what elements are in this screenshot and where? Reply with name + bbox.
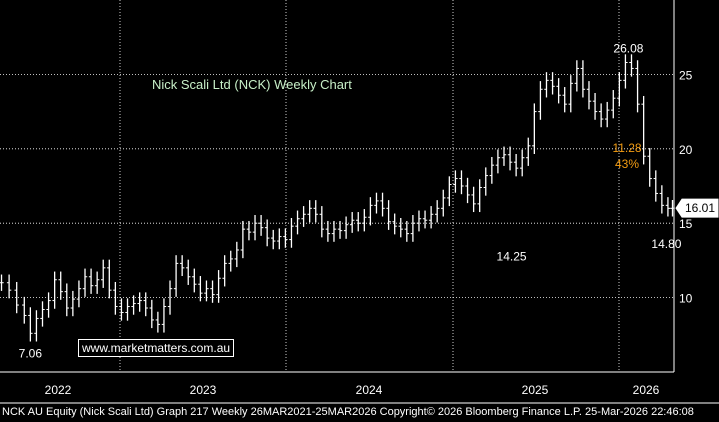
annotation-label: 14.25 — [497, 249, 527, 263]
x-tick-label: 2023 — [190, 383, 217, 397]
last-price-tag — [675, 198, 719, 218]
annotation-label: 11.28 — [612, 141, 641, 155]
annotation-label: 7.06 — [19, 346, 43, 360]
x-tick-label: 2026 — [633, 383, 660, 397]
x-tick-label: 2024 — [356, 383, 383, 397]
last-price-label: 16.01 — [685, 201, 715, 215]
x-tick-label: 2025 — [522, 383, 549, 397]
annotation-label: 43% — [615, 157, 639, 171]
watermark-link[interactable]: www.marketmatters.com.au — [78, 339, 235, 357]
y-tick-label: 20 — [679, 143, 693, 157]
chart-title: Nick Scali Ltd (NCK) Weekly Chart — [152, 77, 352, 92]
x-tick-label: 2022 — [45, 383, 72, 397]
footer-caption: NCK AU Equity (Nick Scali Ltd) Graph 217… — [2, 406, 694, 418]
y-tick-label: 25 — [679, 68, 693, 82]
annotation-label: 26.08 — [613, 41, 643, 55]
y-tick-label: 10 — [679, 292, 693, 306]
y-tick-label: 15 — [679, 217, 693, 231]
annotation-label: 14.80 — [651, 237, 681, 251]
